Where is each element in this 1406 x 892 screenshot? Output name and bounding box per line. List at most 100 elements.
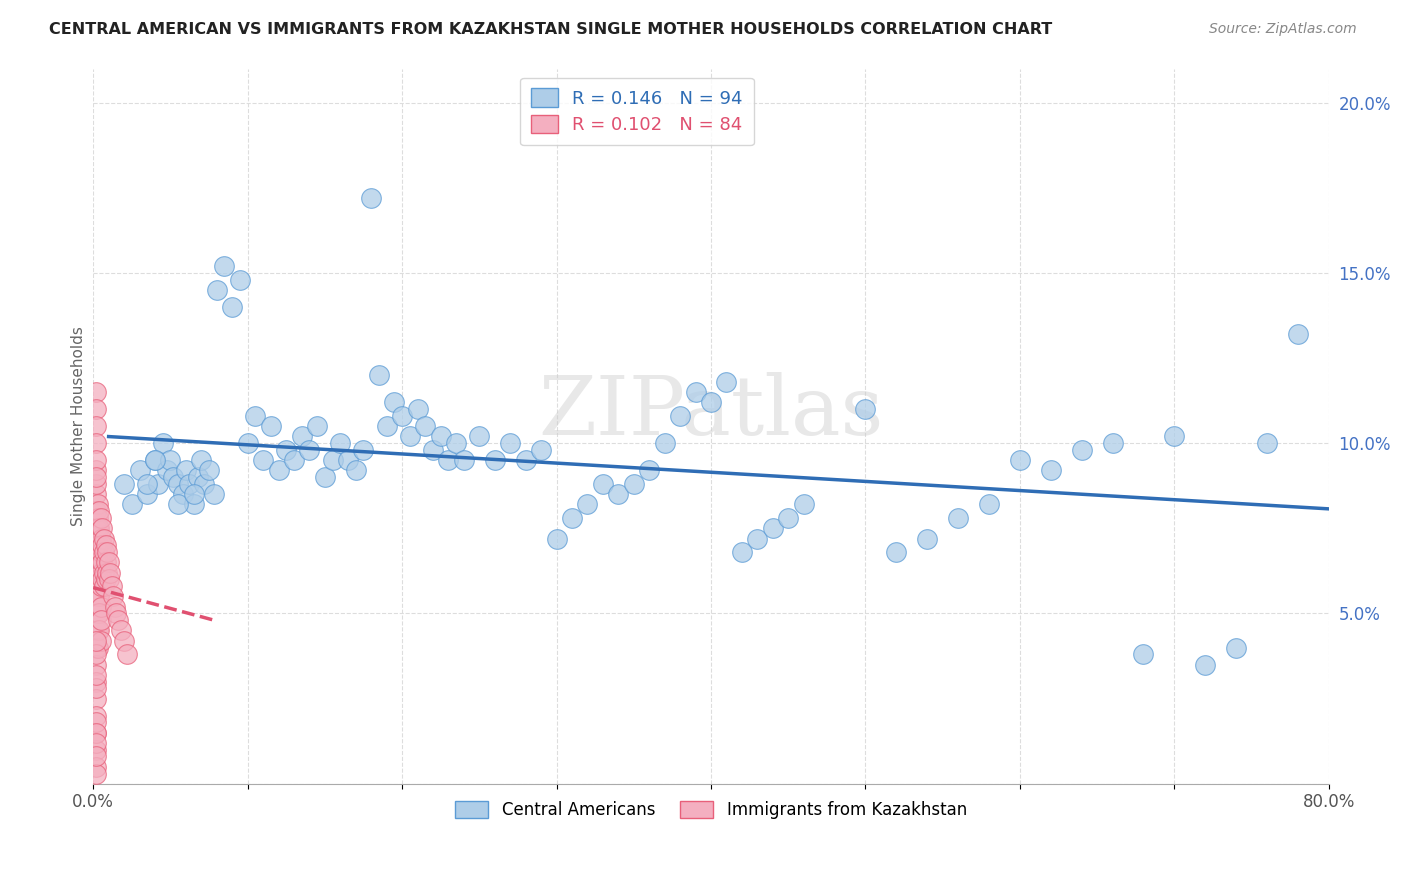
Point xyxy=(94,538,117,552)
Point xyxy=(762,521,785,535)
Point xyxy=(1132,648,1154,662)
Point xyxy=(1070,442,1092,457)
Point xyxy=(1008,453,1031,467)
Point xyxy=(276,442,298,457)
Point xyxy=(84,766,107,780)
Point xyxy=(283,453,305,467)
Point xyxy=(94,555,117,569)
Point xyxy=(84,453,107,467)
Point xyxy=(121,498,143,512)
Point xyxy=(515,453,537,467)
Point xyxy=(214,259,236,273)
Point xyxy=(429,429,451,443)
Point xyxy=(84,487,107,501)
Point xyxy=(84,725,107,739)
Point xyxy=(260,419,283,434)
Point xyxy=(884,545,907,559)
Point xyxy=(915,532,938,546)
Point xyxy=(793,498,815,512)
Point xyxy=(136,477,159,491)
Point xyxy=(1194,657,1216,672)
Point xyxy=(84,385,107,400)
Point xyxy=(1286,327,1309,342)
Point xyxy=(84,715,107,730)
Point xyxy=(84,590,107,604)
Point xyxy=(91,538,114,552)
Point xyxy=(94,573,117,587)
Point xyxy=(291,429,314,443)
Point xyxy=(322,453,344,467)
Point xyxy=(87,511,110,525)
Point xyxy=(252,453,274,467)
Point xyxy=(202,487,225,501)
Point xyxy=(84,708,107,723)
Point xyxy=(91,573,114,587)
Point xyxy=(89,538,111,552)
Point xyxy=(422,442,444,457)
Point xyxy=(84,555,107,569)
Point xyxy=(1225,640,1247,655)
Point xyxy=(84,657,107,672)
Point xyxy=(143,453,166,467)
Legend: Central Americans, Immigrants from Kazakhstan: Central Americans, Immigrants from Kazak… xyxy=(449,794,974,825)
Point xyxy=(84,470,107,484)
Point xyxy=(89,573,111,587)
Point xyxy=(183,487,205,501)
Point xyxy=(607,487,630,501)
Point xyxy=(87,590,110,604)
Point xyxy=(112,633,135,648)
Point xyxy=(84,674,107,689)
Point xyxy=(97,573,120,587)
Point xyxy=(700,395,723,409)
Text: CENTRAL AMERICAN VS IMMIGRANTS FROM KAZAKHSTAN SINGLE MOTHER HOUSEHOLDS CORRELAT: CENTRAL AMERICAN VS IMMIGRANTS FROM KAZA… xyxy=(49,22,1053,37)
Point xyxy=(84,521,107,535)
Point xyxy=(307,419,329,434)
Point xyxy=(96,566,118,580)
Point xyxy=(89,607,111,621)
Point xyxy=(576,498,599,512)
Point xyxy=(298,442,321,457)
Point xyxy=(229,273,252,287)
Point xyxy=(89,624,111,638)
Point xyxy=(84,760,107,774)
Point xyxy=(84,640,107,655)
Point xyxy=(561,511,583,525)
Point xyxy=(159,453,181,467)
Point xyxy=(685,385,707,400)
Point xyxy=(84,667,107,681)
Point xyxy=(167,477,190,491)
Point xyxy=(236,436,259,450)
Point xyxy=(91,521,114,535)
Point xyxy=(103,590,125,604)
Point xyxy=(221,300,243,314)
Point xyxy=(90,511,112,525)
Point xyxy=(84,538,107,552)
Point xyxy=(156,463,179,477)
Point xyxy=(90,566,112,580)
Point xyxy=(638,463,661,477)
Point xyxy=(190,453,212,467)
Point xyxy=(104,599,127,614)
Point xyxy=(162,470,184,484)
Point xyxy=(90,545,112,559)
Point xyxy=(84,736,107,750)
Point xyxy=(267,463,290,477)
Point xyxy=(93,545,115,559)
Point xyxy=(115,648,138,662)
Point xyxy=(84,607,107,621)
Point xyxy=(453,453,475,467)
Point xyxy=(1039,463,1062,477)
Point xyxy=(84,749,107,764)
Point xyxy=(89,521,111,535)
Point xyxy=(669,409,692,423)
Point xyxy=(398,429,420,443)
Y-axis label: Single Mother Households: Single Mother Households xyxy=(72,326,86,526)
Point xyxy=(546,532,568,546)
Text: ZIPatlas: ZIPatlas xyxy=(538,372,883,452)
Point xyxy=(437,453,460,467)
Point xyxy=(778,511,800,525)
Point xyxy=(107,613,129,627)
Point xyxy=(1101,436,1123,450)
Point xyxy=(96,545,118,559)
Point xyxy=(90,532,112,546)
